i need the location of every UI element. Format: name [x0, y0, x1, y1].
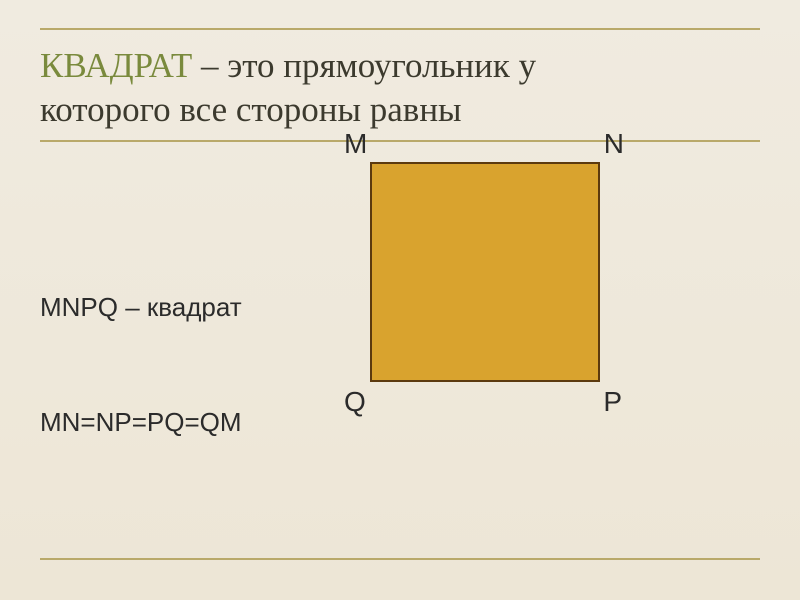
- side-equality-label: MN=NP=PQ=QM: [40, 407, 242, 438]
- square-diagram: M N Q P: [370, 162, 600, 382]
- vertex-p-label: P: [603, 386, 622, 418]
- vertex-m-label: M: [344, 128, 367, 160]
- vertex-q-label: Q: [344, 386, 366, 418]
- slide: КВАДРАТ – это прямоугольник у которого в…: [0, 0, 800, 600]
- title-line-2: которого все стороны равны: [40, 90, 462, 129]
- bottom-rule: [40, 558, 760, 560]
- content-area: MNPQ – квадрат MN=NP=PQ=QM M N Q P: [40, 162, 760, 522]
- slide-title: КВАДРАТ – это прямоугольник у которого в…: [40, 44, 760, 132]
- vertex-n-label: N: [604, 128, 624, 160]
- square-shape: M N Q P: [370, 162, 600, 382]
- title-rule-bottom: [40, 140, 760, 142]
- title-accent: КВАДРАТ: [40, 46, 192, 85]
- title-rule-top: [40, 28, 760, 30]
- title-rest-1: – это прямоугольник у: [192, 46, 536, 85]
- square-name-label: MNPQ – квадрат: [40, 292, 242, 323]
